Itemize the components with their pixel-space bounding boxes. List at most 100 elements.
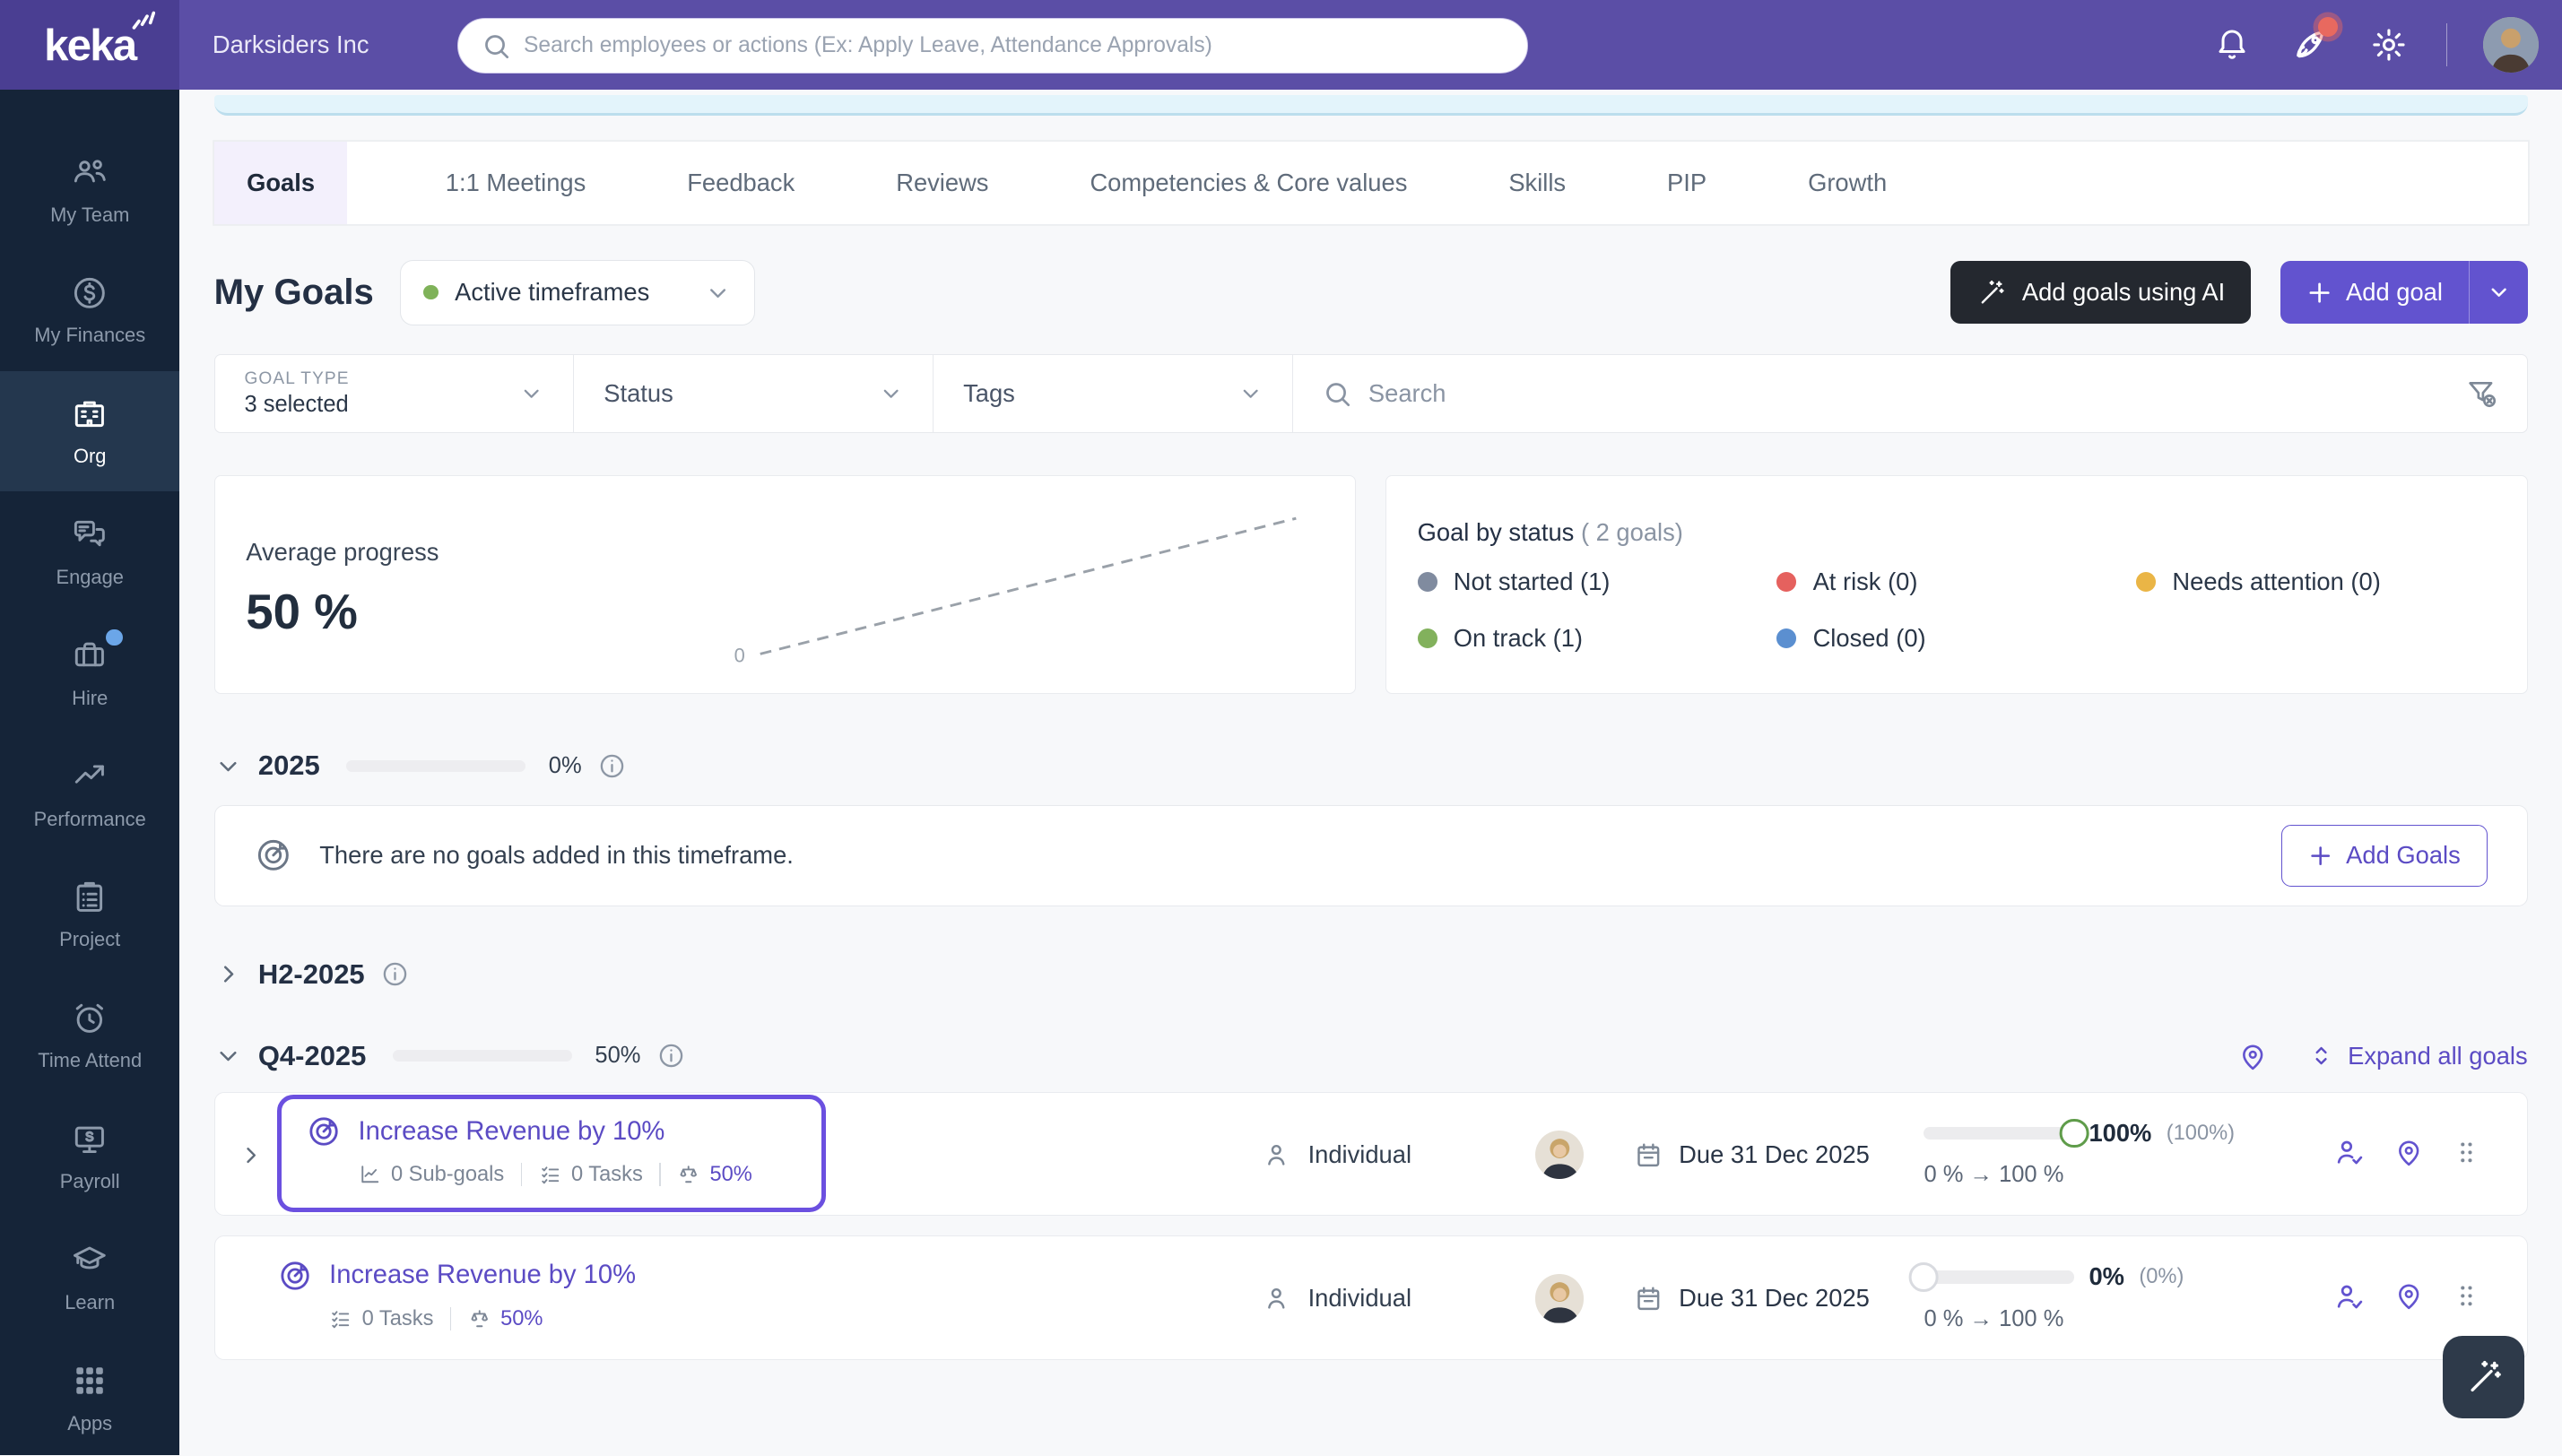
tab-competencies[interactable]: Competencies & Core values	[1090, 169, 1408, 197]
individual-person-icon	[1267, 1144, 1285, 1166]
tasks-meta: 0 Tasks	[539, 1163, 643, 1187]
progress-knob[interactable]	[1909, 1261, 1939, 1292]
time-attend-icon	[70, 999, 109, 1038]
tab-growth[interactable]: Growth	[1808, 169, 1888, 197]
goal-title-link[interactable]: Increase Revenue by 10%	[329, 1261, 636, 1290]
subgoals-chart-icon	[360, 1166, 378, 1183]
clear-filters-icon[interactable]	[2438, 355, 2526, 431]
goal-title-link[interactable]: Increase Revenue by 10%	[358, 1116, 665, 1146]
tab-1-1-meetings[interactable]: 1:1 Meetings	[445, 169, 586, 197]
keka-logo[interactable]: keka	[0, 0, 180, 91]
progress-cell: 100% (100%) 0 % → 100 %	[1924, 1118, 2250, 1188]
tags-filter[interactable]: Tags	[934, 355, 1294, 432]
hire-badge	[106, 629, 123, 646]
check-in-person-icon[interactable]	[2332, 1135, 2367, 1169]
more-options-icon[interactable]	[2452, 1281, 2481, 1311]
add-goals-ai-button[interactable]: Add goals using AI	[1950, 261, 2252, 324]
goal-title-cell[interactable]: Increase Revenue by 10% 0 Sub-goals 0 Ta…	[276, 1094, 827, 1212]
legend-dot	[1776, 628, 1797, 649]
topbar: keka Darksiders Inc	[0, 0, 2562, 91]
add-goal-button[interactable]: Add goal	[2280, 261, 2528, 324]
calendar-icon	[1637, 1287, 1660, 1311]
sidebar-item-my-team[interactable]: My Team	[0, 129, 179, 250]
logo-spark-icon	[132, 11, 156, 30]
sidebar-item-hire[interactable]: Hire	[0, 612, 179, 733]
search-icon	[484, 34, 508, 58]
info-icon[interactable]	[598, 752, 626, 780]
tab-feedback[interactable]: Feedback	[687, 169, 795, 197]
tab-pip[interactable]: PIP	[1667, 169, 1707, 197]
finances-icon	[70, 273, 109, 313]
progress-bar[interactable]	[1924, 1118, 2089, 1148]
goal-search[interactable]	[1293, 355, 2438, 431]
add-goal-caret[interactable]	[2469, 261, 2528, 324]
tasks-meta: 0 Tasks	[329, 1307, 433, 1331]
chevron-down-icon[interactable]	[214, 1042, 242, 1070]
sidebar-item-time-attend[interactable]: Time Attend	[0, 975, 179, 1096]
chevron-down-icon	[710, 288, 726, 298]
global-search-input[interactable]	[524, 33, 1505, 58]
tab-reviews[interactable]: Reviews	[896, 169, 989, 197]
chevron-down-icon	[525, 390, 540, 399]
logo-text: keka	[44, 20, 137, 70]
tab-skills[interactable]: Skills	[1508, 169, 1567, 197]
global-search[interactable]	[457, 18, 1528, 74]
engage-icon	[70, 516, 109, 555]
empty-timeframe-card: There are no goals added in this timefra…	[213, 804, 2528, 906]
user-avatar[interactable]	[2483, 17, 2540, 74]
more-options-icon[interactable]	[2452, 1138, 2481, 1167]
goal-meta: 0 Tasks 50%	[329, 1307, 796, 1331]
progress-knob[interactable]	[2059, 1118, 2089, 1148]
legend-at-risk: At risk (0)	[1776, 568, 2136, 596]
alignment-pin-icon[interactable]	[2393, 1136, 2425, 1168]
whats-new-rocket-icon[interactable]	[2289, 17, 2339, 65]
project-icon	[70, 878, 109, 917]
section-progress-track	[392, 1050, 572, 1062]
expand-all-goals-link[interactable]: Expand all goals	[2308, 1042, 2528, 1070]
chevron-right-icon[interactable]	[214, 960, 242, 988]
sidebar-item-learn[interactable]: Learn	[0, 1217, 179, 1338]
info-icon[interactable]	[657, 1042, 685, 1070]
progress-bar[interactable]	[1909, 1261, 2075, 1292]
check-in-person-icon[interactable]	[2332, 1279, 2367, 1313]
sidebar-item-my-finances[interactable]: My Finances	[0, 250, 179, 371]
average-progress-card: Average progress 50 % 0	[213, 475, 1357, 695]
main-content: Goals 1:1 Meetings Feedback Reviews Comp…	[179, 90, 2562, 1456]
notifications-bell-icon[interactable]	[2210, 23, 2253, 65]
sidebar-item-apps[interactable]: Apps	[0, 1338, 179, 1455]
alignment-pin-icon[interactable]	[2393, 1279, 2425, 1312]
timeframe-select[interactable]: Active timeframes	[399, 259, 755, 325]
goal-title-cell[interactable]: Increase Revenue by 10% 0 Tasks 50%	[248, 1238, 796, 1356]
weight-meta: 50%	[468, 1307, 543, 1331]
tab-goals[interactable]: Goals	[213, 142, 348, 224]
goal-type-cell: Individual	[1261, 1093, 1411, 1217]
owner-avatar[interactable]	[1534, 1130, 1585, 1180]
weight-meta: 50%	[677, 1163, 752, 1187]
owner-avatar[interactable]	[1534, 1274, 1585, 1323]
progress-percent: 100%	[2089, 1119, 2152, 1148]
info-icon[interactable]	[381, 960, 409, 988]
sidebar-item-engage[interactable]: Engage	[0, 491, 179, 612]
legend-needs-attention: Needs attention (0)	[2136, 568, 2496, 596]
ai-assistant-fab[interactable]	[2442, 1336, 2524, 1418]
goal-type-filter[interactable]: GOAL TYPE 3 selected	[215, 355, 575, 432]
sidebar-item-org[interactable]: Org	[0, 370, 180, 492]
settings-gear-icon[interactable]	[2367, 23, 2410, 65]
alignment-pin-icon[interactable]	[2236, 1040, 2269, 1072]
progress-percent: 0%	[2089, 1262, 2124, 1291]
chevron-down-icon[interactable]	[214, 752, 242, 780]
sidebar-item-performance[interactable]: Performance	[0, 733, 179, 854]
goal-by-status-card: Goal by status ( 2 goals) Not started (1…	[1385, 475, 2528, 695]
sidebar-item-project[interactable]: Project	[0, 854, 179, 975]
tasks-checklist-icon	[541, 1166, 559, 1184]
goal-search-input[interactable]	[1368, 379, 2410, 409]
chevron-down-icon	[1243, 390, 1258, 399]
add-goals-button[interactable]: Add Goals	[2281, 824, 2488, 887]
performance-icon	[70, 757, 109, 796]
status-filter[interactable]: Status	[574, 355, 934, 432]
sidebar-item-payroll[interactable]: Payroll	[0, 1096, 179, 1217]
legend-dot	[1417, 628, 1437, 649]
chevron-right-icon[interactable]	[238, 1142, 264, 1168]
topbar-divider	[2445, 23, 2448, 66]
